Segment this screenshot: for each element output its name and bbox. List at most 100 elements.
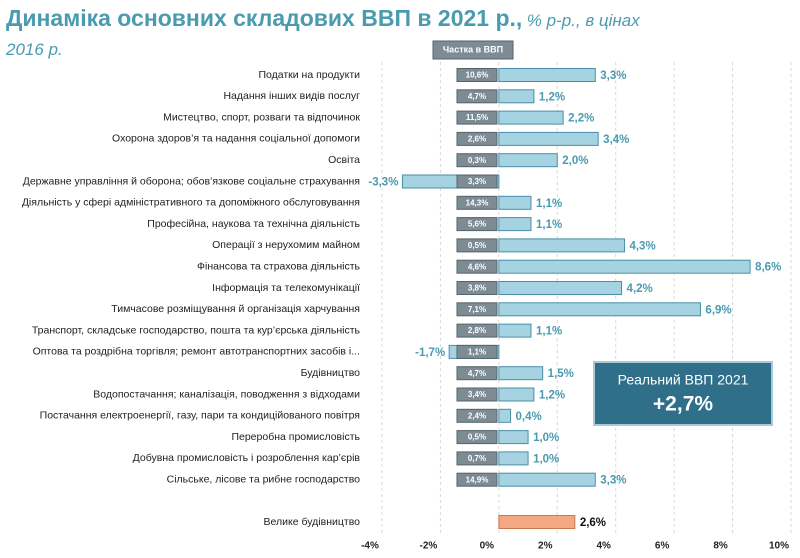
bar	[498, 110, 564, 125]
value-label: -1,7%	[415, 347, 445, 359]
share-badge	[456, 472, 498, 487]
header: Динаміка основних складових ВВП в 2021 р…	[6, 4, 646, 65]
value-label: 2,6%	[580, 517, 606, 529]
value-label: -3,3%	[368, 177, 398, 189]
value-label: 0,4%	[516, 411, 542, 423]
share-label: 0,3%	[468, 156, 486, 165]
bar	[498, 238, 625, 253]
chart-title: Динаміка основних складових ВВП в 2021 р…	[6, 5, 523, 31]
callout-value: +2,7%	[653, 393, 713, 416]
category-label: Інформація та телекомунікації	[212, 282, 360, 294]
bar	[498, 68, 596, 82]
share-badge	[456, 195, 498, 210]
share-badge	[456, 131, 498, 146]
bar	[498, 281, 623, 295]
share-label: 7,1%	[468, 305, 486, 314]
category-label: Охорона здоров’я та надання соціальної д…	[112, 133, 360, 145]
x-tick-label: 4%	[596, 541, 611, 552]
share-header: Частка в ВВП	[443, 44, 503, 54]
category-label: Надання інших видів послуг	[223, 90, 360, 102]
share-badge	[456, 110, 498, 125]
category-label: Освіта	[328, 154, 360, 166]
share-label: 2,8%	[468, 326, 486, 335]
category-label: Операції з нерухомим майном	[212, 239, 360, 251]
value-label: 2,2%	[568, 113, 594, 125]
share-label: 4,6%	[468, 262, 486, 271]
value-label: 1,1%	[536, 326, 562, 338]
chart-subtitle: % р-р., в цінах 2016 р.	[6, 11, 640, 59]
category-label: Добувна промисловість і розроблення кар’…	[133, 452, 361, 464]
value-label: 3,3%	[600, 70, 626, 82]
share-label: 1,1%	[468, 348, 486, 357]
share-badge	[456, 89, 498, 104]
category-label: Транспорт, складське господарство, пошта…	[32, 324, 361, 336]
share-label: 4,7%	[468, 369, 486, 378]
value-label: 6,9%	[705, 304, 731, 316]
share-badge	[456, 408, 498, 423]
share-label: 4,7%	[468, 92, 486, 101]
bar	[498, 408, 512, 423]
bar	[498, 302, 701, 317]
share-label: 0,7%	[468, 454, 486, 463]
x-tick-label: 10%	[769, 541, 789, 552]
share-badge	[456, 238, 498, 253]
bar	[498, 259, 751, 274]
share-label: 3,4%	[468, 390, 486, 399]
category-label: Державне управління й оборона; обов’язко…	[23, 175, 360, 187]
value-label: 1,5%	[548, 368, 574, 380]
category-label: Постачання електроенергії, газу, пари та…	[40, 410, 360, 422]
share-badge	[456, 302, 498, 317]
bar	[498, 472, 596, 487]
share-badge	[456, 259, 498, 274]
bar	[498, 89, 535, 104]
value-label: 3,4%	[603, 134, 629, 146]
value-label: 1,0%	[533, 453, 559, 465]
value-label: 1,2%	[539, 390, 565, 402]
value-label: 1,0%	[533, 432, 559, 444]
bar	[498, 387, 535, 402]
value-label: 1,1%	[536, 198, 562, 210]
category-label: Велике будівництво	[264, 516, 361, 528]
value-label: 1,2%	[539, 91, 565, 103]
share-badge	[456, 68, 498, 82]
share-label: 11,5%	[466, 113, 488, 122]
category-label: Фінансова та страхова діяльність	[197, 260, 360, 272]
x-tick-label: -4%	[361, 541, 379, 552]
category-label: Мистецтво, спорт, розваги та відпочинок	[163, 111, 360, 123]
bar	[498, 451, 529, 466]
share-label: 3,8%	[468, 284, 486, 293]
share-label: 5,6%	[468, 220, 486, 229]
category-label: Податки на продукти	[258, 69, 360, 81]
value-label: 3,3%	[600, 475, 626, 487]
value-label: 8,6%	[755, 262, 781, 274]
bar	[498, 153, 558, 168]
category-label: Сільське, лісове та рибне господарство	[167, 473, 361, 485]
bar	[498, 217, 532, 232]
share-badge	[456, 430, 498, 445]
bar	[498, 323, 532, 338]
bar	[498, 195, 532, 210]
x-tick-label: -2%	[420, 541, 438, 552]
share-label: 2,4%	[468, 411, 486, 420]
share-badge	[456, 323, 498, 338]
share-badge	[456, 366, 498, 381]
bar	[498, 430, 529, 445]
share-badge	[456, 153, 498, 168]
x-tick-label: 6%	[655, 541, 670, 552]
category-label: Діяльність у сфері адміністративного та …	[22, 197, 360, 209]
share-label: 0,5%	[468, 433, 486, 442]
category-label: Оптова та роздрібна торгівля; ремонт авт…	[33, 346, 360, 358]
share-label: 14,9%	[466, 475, 489, 484]
callout-box	[593, 361, 773, 426]
share-label: 3,3%	[468, 177, 486, 186]
x-tick-label: 0%	[480, 541, 495, 552]
share-header-box	[432, 40, 514, 60]
x-tick-label: 8%	[713, 541, 728, 552]
share-badge	[456, 217, 498, 232]
share-badge	[456, 451, 498, 466]
bar	[498, 131, 599, 146]
share-badge	[456, 344, 498, 359]
share-badge	[456, 174, 498, 189]
